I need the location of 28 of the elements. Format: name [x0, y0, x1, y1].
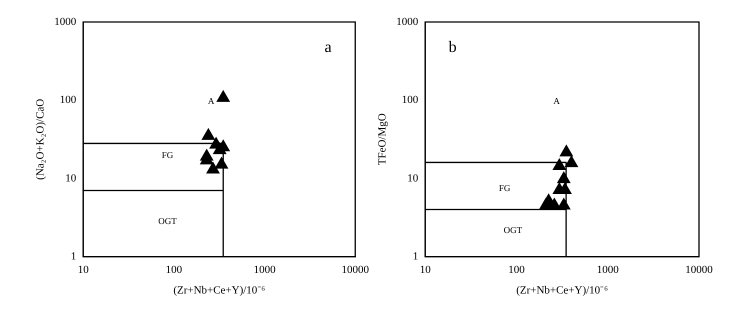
x-tick-label: 100: [166, 264, 183, 276]
x-tick-label: 100: [508, 264, 526, 276]
y-tick-label: 1: [412, 250, 418, 262]
y-tick-label: 10: [65, 172, 77, 184]
y-axis-title: (Na₂O+K₂O)/CaO: [34, 98, 46, 180]
y-axis-title: TFeO/MgO: [376, 113, 388, 166]
annotation: a: [324, 39, 332, 56]
y-tick-label: 10: [407, 172, 419, 184]
x-tick-label: 10: [420, 264, 432, 276]
annotation: OGT: [504, 225, 523, 236]
y-tick-label: 100: [402, 94, 419, 106]
x-axis-title: (Zr+Nb+Ce+Y)/10⁻⁶: [173, 284, 266, 296]
annotation: FG: [498, 182, 511, 193]
x-tick-label: 10000: [685, 264, 714, 276]
annotation: b: [448, 39, 457, 56]
annotation: OGT: [158, 216, 178, 226]
y-tick-label: 100: [60, 94, 77, 106]
x-tick-label: 1000: [254, 264, 276, 276]
x-tick-label: 1000: [596, 264, 620, 276]
x-axis-title: (Zr+Nb+Ce+Y)/10⁻⁶: [516, 284, 608, 296]
y-tick-label: 1: [70, 250, 76, 262]
y-tick-label: 1000: [54, 16, 77, 28]
annotation: A: [553, 96, 560, 106]
x-tick-label: 10: [78, 264, 90, 276]
annotation: A: [208, 96, 215, 106]
annotation: FG: [162, 150, 174, 160]
x-tick-label: 10000: [342, 264, 370, 276]
y-tick-label: 1000: [396, 16, 419, 28]
